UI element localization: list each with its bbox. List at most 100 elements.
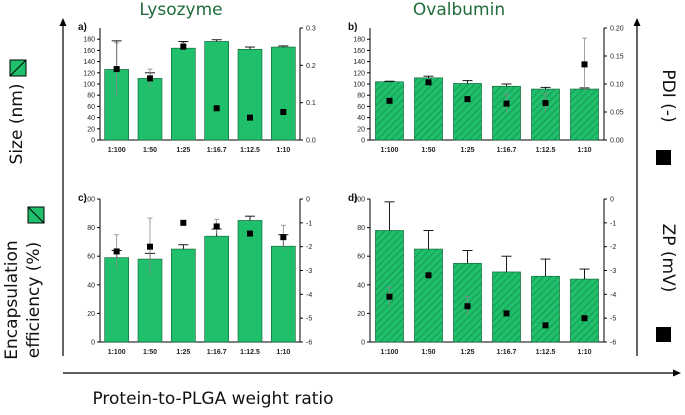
data-marker (542, 100, 549, 107)
x-tick-label: 1:10 (577, 349, 591, 356)
right-tick-label: 0.3 (306, 26, 316, 33)
size-label: Size (nm) (7, 84, 27, 165)
right-tick-label: 0.15 (610, 54, 624, 61)
bar (414, 77, 443, 141)
right-tick-label: -5 (610, 316, 616, 323)
left-tick-label: 100 (83, 197, 95, 204)
right-tick-label: -3 (610, 268, 616, 275)
panel-d: 0 20 40 60 80 100 0 -1 -2 -3 -4 -5 -6 d) 1:100 1:50 1:25… (348, 193, 616, 356)
ee-legend-swatch-diagonal (27, 206, 45, 224)
right-tick-label: 0.2 (306, 63, 316, 70)
right-tick-label: 0 (306, 197, 310, 204)
right-tick-label: -2 (306, 244, 312, 251)
zp-label: ZP (mV) (658, 224, 678, 293)
data-marker (464, 96, 471, 103)
left-tick-label: 100 (353, 82, 365, 89)
left-tick-label: 0 (91, 138, 95, 145)
x-tick-label: 1:100 (108, 349, 126, 356)
data-marker (503, 100, 510, 107)
right-tick-label: -3 (306, 268, 312, 275)
x-tick-label: 1:10 (276, 147, 290, 154)
right-tick-label: -4 (610, 292, 616, 299)
data-marker (386, 293, 393, 300)
data-marker (213, 105, 220, 112)
left-tick-label: 100 (353, 197, 365, 204)
bar (570, 88, 599, 141)
left-tick-label: 40 (357, 115, 365, 122)
x-tick-label: 1:16.7 (207, 349, 227, 356)
ee-label-line1: Encapsulation (2, 240, 22, 359)
bar (531, 275, 560, 343)
left-tick-label: 120 (353, 70, 365, 77)
left-tick-label: 160 (83, 48, 95, 55)
pdi-legend-marker (656, 150, 671, 165)
data-marker (581, 315, 588, 322)
right-tick-label: 0.1 (306, 100, 316, 107)
data-marker (213, 223, 220, 230)
x-tick-label: 1:10 (276, 349, 290, 356)
column-title-lysozyme: Lysozyme (139, 0, 222, 20)
left-tick-label: 20 (87, 311, 95, 318)
bar (271, 46, 296, 141)
right-tick-label: 0.00 (610, 138, 624, 145)
data-marker (464, 303, 471, 310)
data-marker (247, 230, 253, 237)
left-tick-label: 80 (357, 225, 365, 232)
data-marker (247, 114, 253, 121)
right-tick-label: 0 (610, 197, 614, 204)
ee-label-line2: efficiency (%) (24, 242, 44, 358)
right-tick-label: -1 (306, 220, 312, 227)
right-tick-label: 0.0 (306, 138, 316, 145)
right-tick-label: 0.10 (610, 82, 624, 89)
left-tick-label: 100 (83, 82, 95, 89)
left-tick-label: 60 (87, 104, 95, 111)
data-marker (113, 66, 120, 73)
right-tick-label: -6 (306, 340, 312, 347)
left-tick-label: 20 (87, 126, 95, 133)
data-marker (280, 109, 287, 115)
x-tick-label: 1:16.7 (497, 147, 517, 154)
left-tick-label: 160 (353, 48, 365, 55)
left-tick-label: 80 (87, 93, 95, 100)
bar (375, 81, 404, 141)
data-marker (280, 234, 287, 241)
x-tick-label: 1:12.5 (240, 349, 260, 356)
right-tick-label: 0.20 (610, 26, 624, 33)
left-tick-label: 0 (91, 340, 95, 347)
pdi-label: PDI (-) (658, 69, 678, 122)
left-tick-label: 60 (357, 104, 365, 111)
left-tick-label: 40 (87, 115, 95, 122)
bar (204, 41, 229, 141)
right-tick-label: -2 (610, 244, 616, 251)
left-tick-label: 20 (357, 126, 365, 133)
left-tick-label: 180 (83, 37, 95, 44)
data-marker (425, 79, 432, 86)
left-tick-label: 0 (361, 138, 365, 145)
data-marker (542, 322, 549, 329)
x-tick-label: 1:50 (421, 349, 435, 356)
left-tick-label: 60 (87, 254, 95, 261)
x-tick-label: 1:50 (421, 147, 435, 154)
left-tick-label: 80 (87, 225, 95, 232)
data-marker (147, 243, 153, 250)
data-marker (180, 43, 187, 50)
data-marker (503, 310, 510, 317)
x-tick-label: 1:12.5 (536, 349, 556, 356)
x-tick-label: 1:25 (176, 147, 190, 154)
right-tick-label: -4 (306, 292, 312, 299)
bar (271, 245, 296, 343)
bar (570, 278, 599, 343)
bar (171, 47, 196, 141)
x-tick-label: 1:25 (460, 349, 474, 356)
bar (104, 257, 129, 343)
left-tick-label: 180 (353, 37, 365, 44)
left-tick-label: 20 (357, 311, 365, 318)
panel-label: d) (348, 193, 357, 204)
panel-b: 0 20 40 60 80 100 120 140 160 180 0.00 0.05 0.10 0.15… (348, 22, 624, 154)
bottom-axis-arrow-head (673, 369, 681, 377)
x-tick-label: 1:10 (577, 147, 591, 154)
bar (453, 83, 482, 141)
size-legend-swatch-diagonal (9, 59, 27, 77)
right-axis-arrow-head (633, 18, 641, 26)
